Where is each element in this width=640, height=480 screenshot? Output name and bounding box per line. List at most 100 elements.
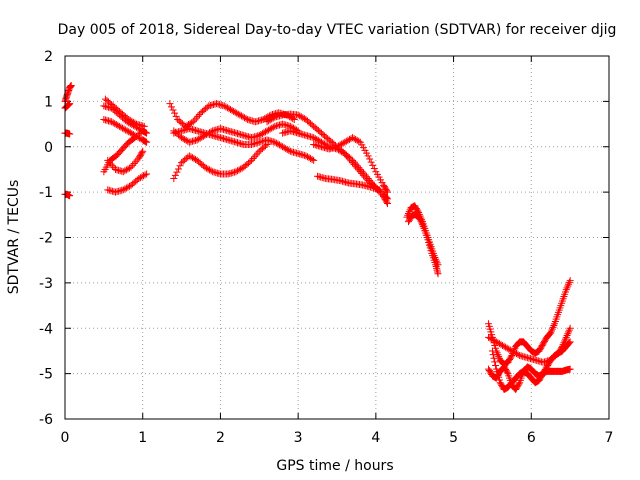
data-point [129, 161, 137, 169]
data-point [418, 219, 426, 227]
data-point [115, 122, 123, 130]
data-point [191, 116, 199, 124]
data-point [198, 133, 206, 141]
y-tick-label: -6 [39, 412, 53, 428]
data-point [303, 153, 311, 161]
data-point [128, 130, 136, 138]
data-point [274, 140, 282, 148]
data-point [263, 118, 271, 126]
data-point [349, 156, 357, 164]
data-point [493, 349, 501, 357]
data-point [190, 155, 198, 163]
data-point [364, 175, 372, 183]
series-seg6 [101, 95, 148, 130]
data-point [126, 116, 134, 124]
data-point [119, 168, 127, 176]
series-seg20 [404, 211, 442, 278]
data-point [415, 214, 423, 222]
data-point [558, 342, 566, 350]
data-point [336, 141, 344, 149]
data-point [105, 158, 113, 166]
data-point [505, 345, 513, 353]
series-seg23 [485, 363, 574, 394]
x-axis-label: GPS time / hours [276, 458, 393, 474]
y-tick-label: -5 [39, 367, 53, 383]
data-point [121, 185, 129, 193]
data-point [66, 130, 74, 138]
data-point [500, 342, 508, 350]
data-point [565, 328, 573, 336]
data-point [139, 127, 147, 135]
data-point [277, 142, 285, 150]
data-point [114, 121, 122, 129]
data-point [419, 223, 427, 231]
data-point [508, 347, 516, 355]
data-point [352, 160, 360, 168]
data-point [171, 171, 179, 179]
data-point [119, 186, 127, 194]
data-point [488, 347, 496, 355]
data-point [333, 143, 341, 151]
data-point [234, 110, 242, 118]
data-point [172, 112, 180, 120]
data-point [126, 129, 134, 137]
data-point [559, 341, 567, 349]
data-point [143, 129, 151, 137]
data-point [265, 126, 273, 134]
data-point [107, 160, 115, 168]
data-point [67, 81, 75, 89]
data-point [135, 175, 143, 183]
data-point [119, 124, 127, 132]
data-point [122, 184, 130, 192]
data-point [488, 335, 496, 343]
data-point [171, 109, 179, 117]
data-point [228, 106, 236, 114]
data-point [235, 166, 243, 174]
data-point [231, 108, 239, 116]
data-point [296, 112, 304, 120]
data-point [384, 199, 392, 207]
data-point [279, 143, 287, 151]
data-point [137, 128, 145, 136]
data-point [202, 130, 210, 138]
y-tick-label: 2 [44, 49, 53, 65]
data-point [363, 173, 371, 181]
x-tick-label: 6 [527, 430, 536, 446]
data-point [495, 352, 503, 360]
data-point [199, 132, 207, 140]
data-point [416, 215, 424, 223]
data-point [282, 145, 290, 153]
data-point [294, 111, 302, 119]
data-point [204, 130, 212, 138]
data-point [489, 351, 497, 359]
data-point [269, 123, 277, 131]
data-point [297, 113, 305, 121]
data-point [565, 326, 573, 334]
data-point [108, 162, 116, 170]
data-point [179, 135, 187, 143]
data-point [355, 137, 363, 145]
data-point [237, 165, 245, 173]
data-point [125, 128, 133, 136]
data-point [195, 135, 203, 143]
data-point [234, 167, 242, 175]
series-seg13 [170, 140, 271, 183]
data-point [185, 152, 193, 160]
y-axis-label: SDTVAR / TECUs [6, 180, 22, 295]
data-point [230, 107, 238, 115]
data-point [550, 322, 558, 330]
data-point [265, 117, 273, 125]
data-point [239, 113, 247, 121]
series-seg24 [485, 324, 574, 366]
data-point [564, 330, 572, 338]
data-point [307, 155, 315, 163]
data-point [202, 164, 210, 172]
data-point [263, 127, 271, 135]
data-point [206, 166, 214, 174]
data-point [272, 139, 280, 147]
data-point [178, 134, 186, 142]
data-point [263, 140, 271, 148]
data-point [269, 114, 277, 122]
data-point [258, 130, 266, 138]
